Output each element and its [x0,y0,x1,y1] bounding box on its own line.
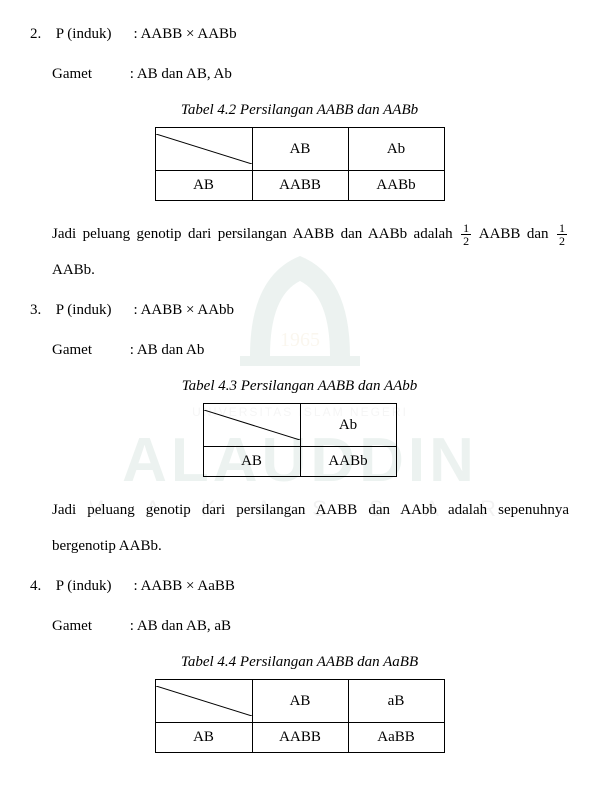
gamet-line: Gamet : AB dan AB, Ab [52,62,569,86]
cell: AABb [348,171,444,201]
p-label: P (induk) [56,22,130,46]
p-value: : AABB × AABb [134,26,237,42]
gamet-line: Gamet : AB dan Ab [52,338,569,362]
gamet-value: : AB dan Ab [130,342,205,358]
p-label: P (induk) [56,574,130,598]
page-content: 2. P (induk) : AABB × AABb Gamet : AB da… [0,0,599,753]
gamet-label: Gamet [52,338,126,362]
table-caption: Tabel 4.2 Persilangan AABB dan AABb [30,102,569,119]
table-caption: Tabel 4.3 Persilangan AABB dan AAbb [30,378,569,395]
section-2: 2. P (induk) : AABB × AABb Gamet : AB da… [30,22,569,288]
col-head: Ab [348,128,444,171]
col-head: Ab [300,404,396,447]
gamet-value: : AB dan AB, Ab [130,66,232,82]
p-value: : AABB × AaBB [134,578,235,594]
list-number: 4. [30,574,52,598]
result-text: Jadi peluang genotip dari persilangan AA… [52,492,569,564]
list-number: 3. [30,298,52,322]
col-head: aB [348,680,444,723]
result-mid: AABB dan [473,226,555,242]
section-4: 4. P (induk) : AABB × AaBB Gamet : AB da… [30,574,569,753]
result-pre: Jadi peluang genotip dari persilangan AA… [52,226,459,242]
result-text: Jadi peluang genotip dari persilangan AA… [52,216,569,288]
fraction: 12 [461,222,471,247]
punnett-table-2: AB Ab AB AABB AABb [155,127,445,201]
cell: AABB [252,171,348,201]
table-caption: Tabel 4.4 Persilangan AABB dan AaBB [30,654,569,671]
p-line: 3. P (induk) : AABB × AAbb [30,298,569,322]
p-line: 2. P (induk) : AABB × AABb [30,22,569,46]
gamet-label: Gamet [52,62,126,86]
result-post: AABb. [52,262,95,278]
diag-cell [155,680,252,723]
cell: AABb [300,447,396,477]
cell: AaBB [348,723,444,753]
section-3: 3. P (induk) : AABB × AAbb Gamet : AB da… [30,298,569,564]
row-head: AB [203,447,300,477]
cell: AABB [252,723,348,753]
list-number: 2. [30,22,52,46]
diag-cell [203,404,300,447]
gamet-label: Gamet [52,614,126,638]
fraction: 12 [557,222,567,247]
col-head: AB [252,128,348,171]
gamet-line: Gamet : AB dan AB, aB [52,614,569,638]
gamet-value: : AB dan AB, aB [130,618,231,634]
col-head: AB [252,680,348,723]
diag-cell [155,128,252,171]
punnett-table-4: AB aB AB AABB AaBB [155,679,445,753]
p-label: P (induk) [56,298,130,322]
punnett-table-3: Ab AB AABb [203,403,397,477]
p-value: : AABB × AAbb [134,302,235,318]
row-head: AB [155,171,252,201]
row-head: AB [155,723,252,753]
p-line: 4. P (induk) : AABB × AaBB [30,574,569,598]
